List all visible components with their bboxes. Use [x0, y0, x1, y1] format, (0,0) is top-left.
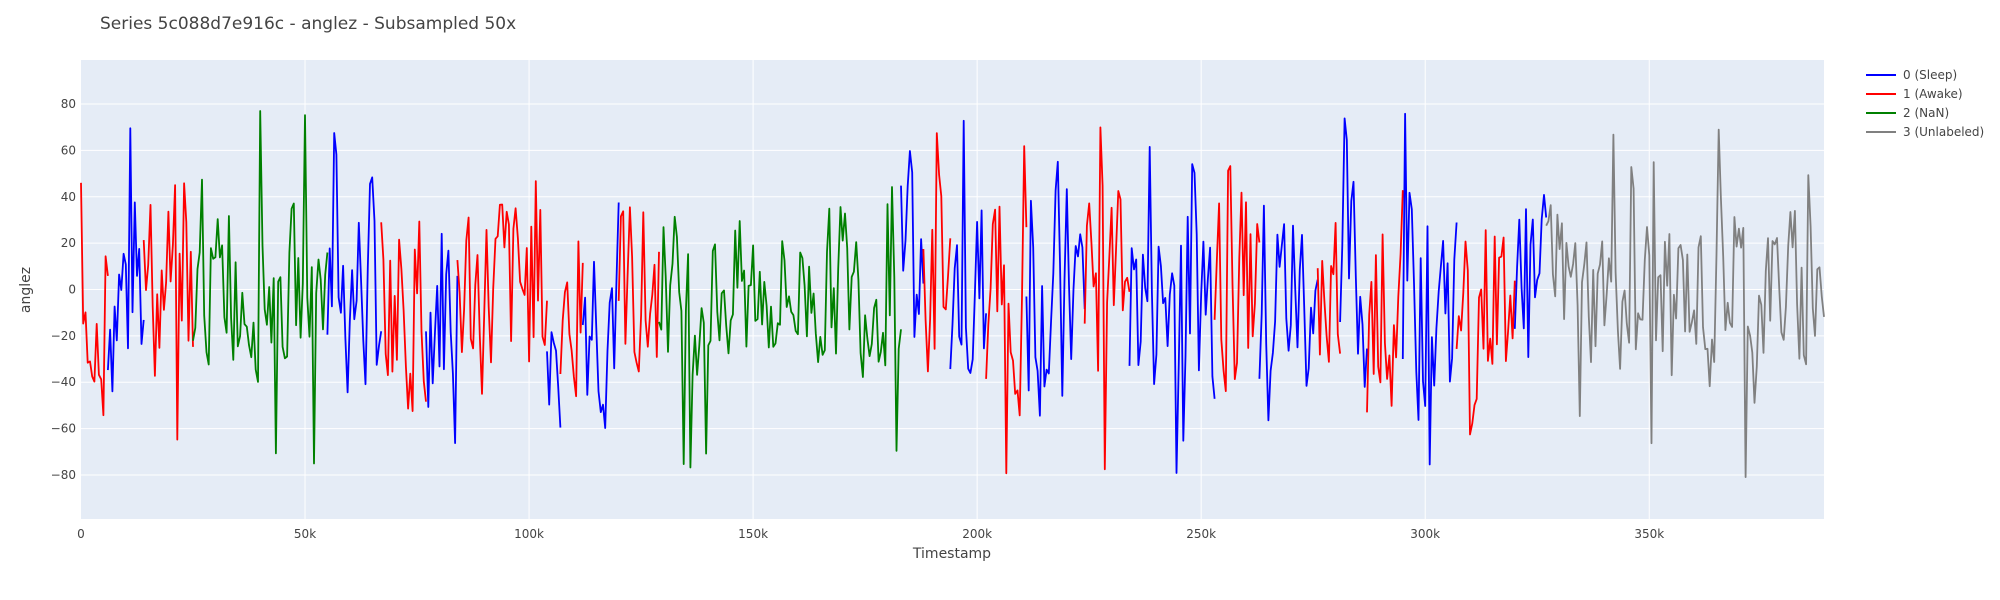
series-line: [1401, 112, 1458, 466]
series-line: [617, 206, 660, 373]
x-tick-label: 200k: [962, 527, 992, 541]
series-line: [1366, 190, 1404, 413]
x-tick-label: 0: [77, 527, 85, 541]
series-line: [658, 186, 902, 469]
series-line: [922, 132, 952, 373]
chart-title: Series 5c088d7e916c - anglez - Subsample…: [100, 14, 516, 34]
series-line: [546, 331, 562, 428]
legend-item[interactable]: 3 (Unlabeled): [1866, 125, 1984, 139]
y-axis-title: anglez: [18, 267, 34, 313]
y-tick-label: −80: [51, 468, 76, 482]
series-line: [192, 110, 329, 465]
series-line: [1128, 145, 1216, 474]
legend-label: 0 (Sleep): [1903, 68, 1957, 82]
series-line: [1258, 204, 1319, 422]
y-tick-label: −20: [51, 329, 76, 343]
series-line: [559, 240, 584, 398]
legend-item[interactable]: 1 (Awake): [1866, 87, 1963, 101]
series-line: [1025, 160, 1086, 417]
series-line: [107, 127, 145, 393]
series-line: [949, 119, 987, 374]
legend: 0 (Sleep) 1 (Awake) 2 (NaN) 3 (Unlabeled): [1866, 68, 1984, 139]
x-axis-ticks: 0 50k 100k 150k 200k 250k 300k 350k: [77, 527, 1664, 541]
x-tick-label: 150k: [738, 527, 768, 541]
series-line: [581, 202, 620, 429]
y-tick-label: 80: [61, 97, 76, 111]
series-line: [1545, 128, 1825, 479]
x-tick-label: 250k: [1186, 527, 1216, 541]
y-tick-label: 0: [68, 283, 76, 297]
series-line: [142, 182, 194, 441]
legend-item[interactable]: 0 (Sleep): [1866, 68, 1957, 82]
x-tick-label: 300k: [1410, 527, 1440, 541]
series-line: [1339, 117, 1368, 388]
legend-item[interactable]: 2 (NaN): [1866, 106, 1949, 120]
series-line: [1513, 193, 1548, 359]
series-line: [1213, 165, 1261, 393]
series-line: [1455, 229, 1516, 436]
x-tick-label: 50k: [294, 527, 316, 541]
x-axis-title: Timestamp: [912, 546, 991, 562]
y-tick-label: −40: [51, 375, 76, 389]
legend-label: 2 (NaN): [1903, 106, 1949, 120]
series-line: [425, 232, 459, 445]
series-line: [985, 145, 1028, 475]
x-tick-label: 350k: [1634, 527, 1664, 541]
y-tick-label: 40: [61, 190, 76, 204]
series-line: [1083, 126, 1131, 471]
series-layer: [80, 110, 1825, 479]
y-tick-label: 20: [61, 236, 76, 250]
series-line: [900, 150, 925, 338]
x-tick-label: 100k: [514, 527, 544, 541]
series-line: [80, 182, 109, 417]
legend-label: 3 (Unlabeled): [1903, 125, 1984, 139]
series-line: [326, 132, 383, 394]
series-line: [456, 180, 548, 395]
series-line: [380, 220, 427, 413]
series-line: [1316, 221, 1341, 363]
y-tick-label: 60: [61, 143, 76, 157]
y-axis-ticks: −80 −60 −40 −20 0 20 40 60 80: [51, 97, 76, 482]
legend-label: 1 (Awake): [1903, 87, 1963, 101]
y-tick-label: −60: [51, 422, 76, 436]
